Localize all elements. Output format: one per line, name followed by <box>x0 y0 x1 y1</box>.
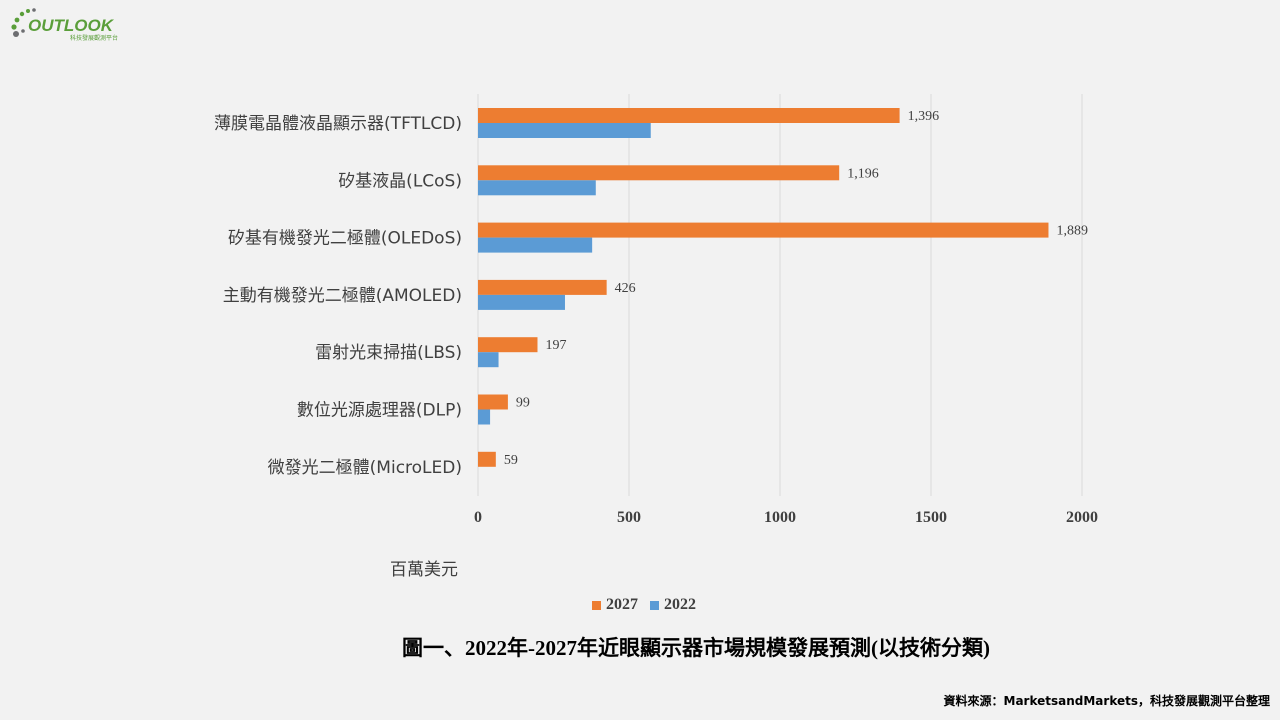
data-label-2027: 1,889 <box>1056 224 1088 239</box>
category-label: 薄膜電晶體液晶顯示器(TFTLCD) <box>214 114 462 134</box>
chart-legend: 2027 2022 <box>592 596 696 614</box>
category-label: 數位光源處理器(DLP) <box>297 401 462 421</box>
bar-2027 <box>478 337 538 353</box>
legend-swatch-2027 <box>592 600 601 610</box>
data-label-2027: 1,396 <box>908 109 940 124</box>
category-label: 雷射光束掃描(LBS) <box>315 343 462 363</box>
bar-2022 <box>478 294 565 310</box>
bar-2027 <box>478 108 900 123</box>
data-label-2027: 59 <box>504 453 518 468</box>
outlook-logo-graphic: OUTLOOK 科技發展觀測平台 <box>11 8 118 42</box>
x-tick-label-0: 0 <box>474 509 482 526</box>
bar-2027 <box>478 394 508 410</box>
bar-2022 <box>478 180 596 196</box>
legend-swatch-2022 <box>650 600 659 610</box>
bar-2022 <box>478 352 499 368</box>
bar-2022 <box>478 409 491 425</box>
bar-2027 <box>478 279 607 295</box>
figure-caption: 圖一、2022年-2027年近眼顯示器市場規模發展預測(以技術分類) <box>402 636 990 660</box>
data-label-2027: 1,196 <box>847 166 879 181</box>
legend-item-2027: 2027 <box>592 596 638 614</box>
legend-item-2022: 2022 <box>650 596 696 614</box>
x-tick-label-500: 500 <box>617 509 641 526</box>
category-label: 矽基液晶(LCoS) <box>338 171 462 191</box>
bar-2022 <box>478 237 593 253</box>
legend-label-2027: 2027 <box>606 596 638 613</box>
logo-brand-text: OUTLOOK <box>28 16 115 35</box>
bar-2027 <box>478 222 1049 238</box>
unit-label: 百萬美元 <box>390 560 458 580</box>
bar-2022 <box>478 123 651 138</box>
data-label-2027: 426 <box>615 281 636 296</box>
x-tick-label-1500: 1500 <box>915 509 947 526</box>
x-tick-label-1000: 1000 <box>764 509 796 526</box>
source-note: 資料來源：MarketsandMarkets，科技發展觀測平台整理 <box>943 694 1271 708</box>
logo-sub-text: 科技發展觀測平台 <box>70 34 118 42</box>
data-label-2027: 99 <box>516 396 530 411</box>
data-label-2027: 197 <box>545 338 566 353</box>
outlook-logo: OUTLOOK 科技發展觀測平台 <box>8 4 128 44</box>
x-tick-label-2000: 2000 <box>1066 509 1098 526</box>
category-label: 主動有機發光二極體(AMOLED) <box>223 286 462 306</box>
category-label: 微發光二極體(MicroLED) <box>268 458 462 478</box>
legend-label-2022: 2022 <box>664 596 696 613</box>
bar-2027 <box>478 451 496 467</box>
bar-2027 <box>478 165 840 181</box>
category-label: 矽基有機發光二極體(OLEDoS) <box>228 229 462 249</box>
